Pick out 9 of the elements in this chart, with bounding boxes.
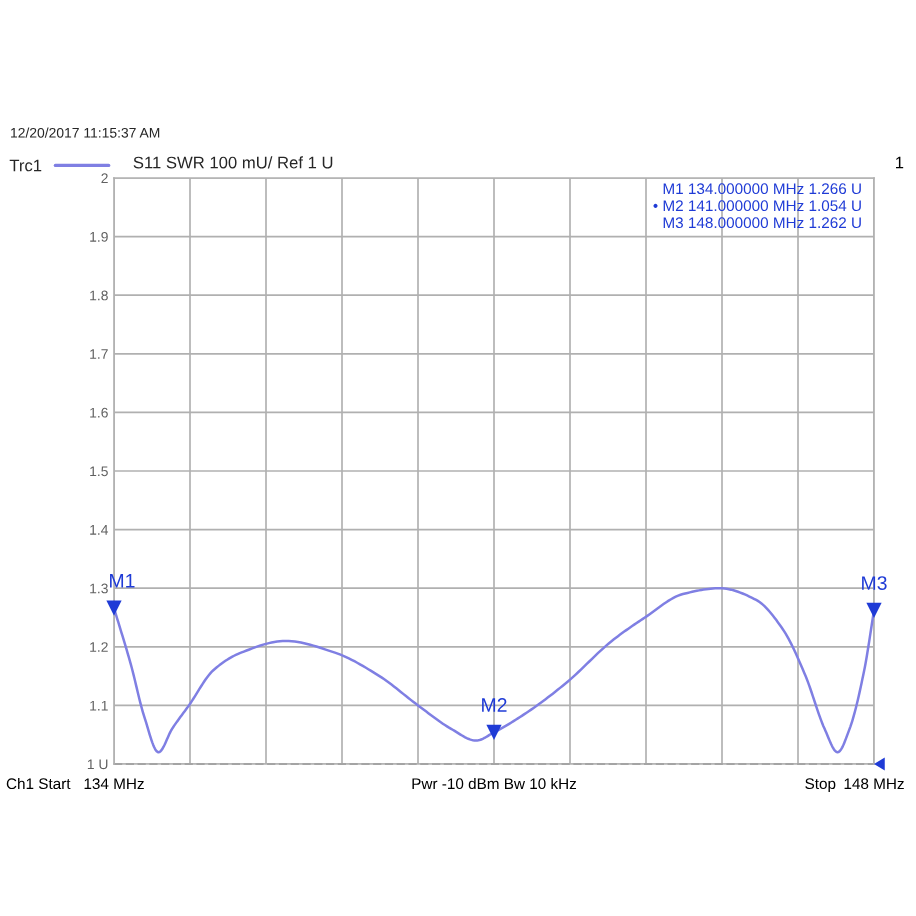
annotation: M1 [110,574,135,588]
point [866,602,882,619]
point [486,724,502,740]
legend-label: Trc1 [9,159,42,172]
chart-subtitle: S11 SWR 100 mU/ Ref 1 U [133,156,333,169]
point [106,600,122,616]
annotation: M2 [482,698,507,712]
annotation: M3 [862,576,887,590]
text: 1 [896,156,904,169]
